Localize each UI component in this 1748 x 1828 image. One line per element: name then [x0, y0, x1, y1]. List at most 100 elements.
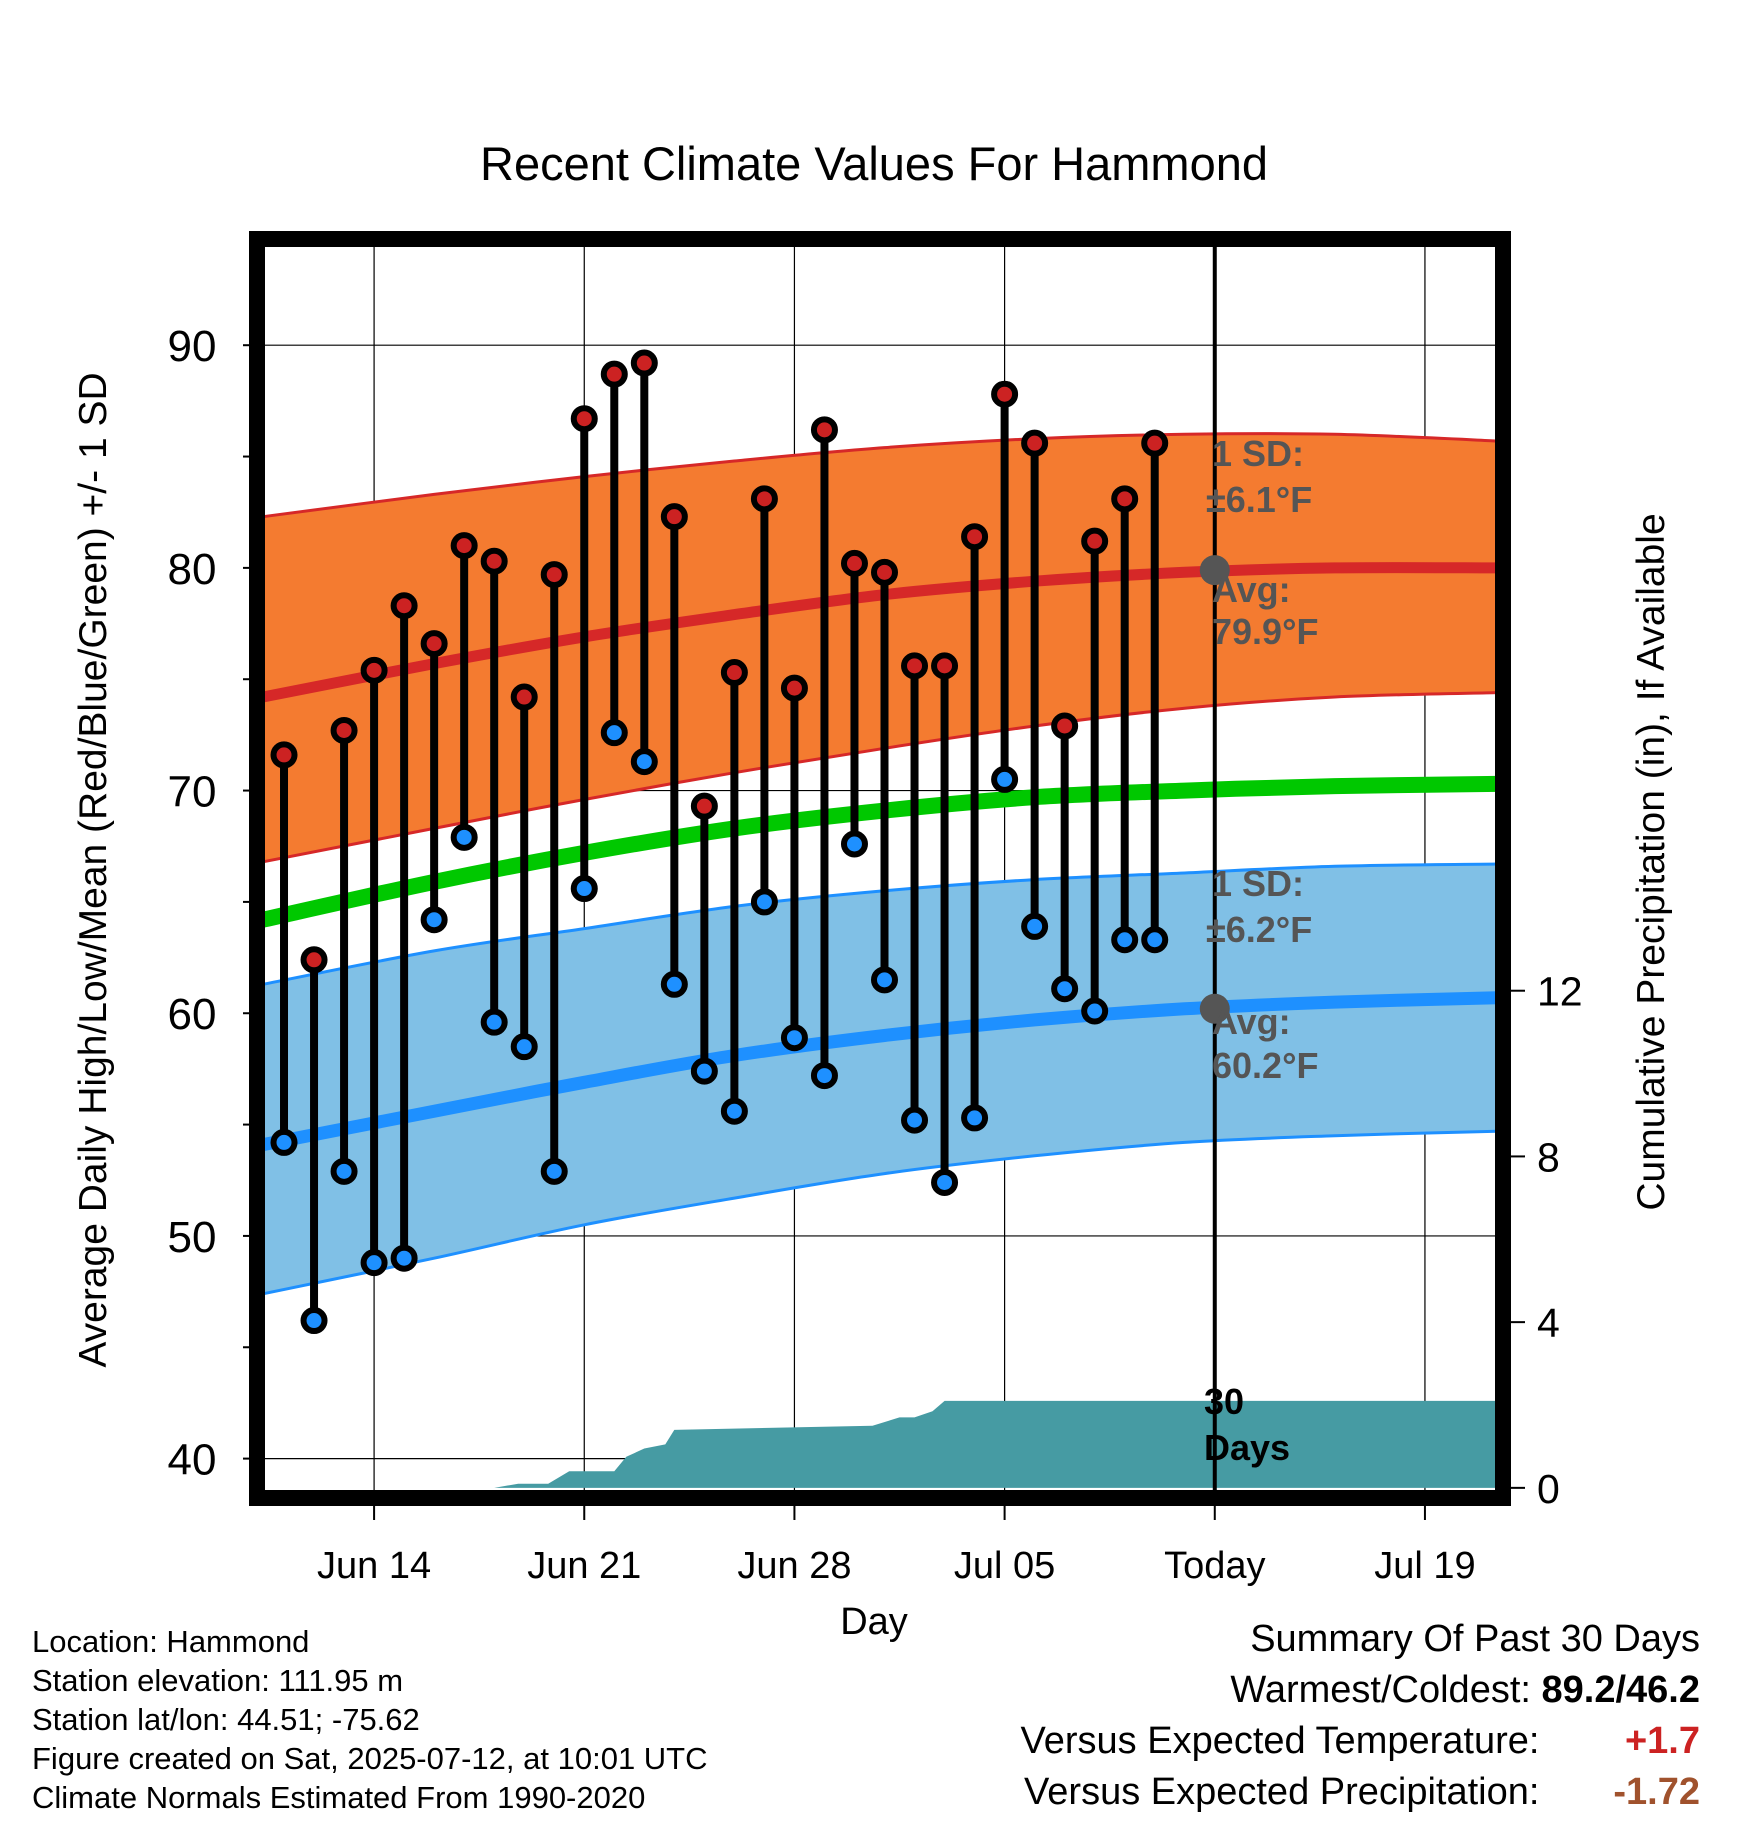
precip-tick-label: 0	[1537, 1466, 1560, 1512]
y-axis-label-left: Average Daily High/Low/Mean (Red/Blue/Gr…	[72, 372, 115, 1367]
high-temp-point	[660, 503, 688, 531]
normal-bands	[261, 432, 1498, 1296]
high-temp-point	[1141, 429, 1169, 457]
high-temp-point	[510, 683, 538, 711]
latlon-text: Station lat/lon: 44.51; -75.62	[32, 1702, 420, 1737]
high-temp-point	[1111, 485, 1139, 513]
low-temp-point	[901, 1106, 929, 1134]
observed-points	[270, 349, 1169, 1335]
x-tick-label: Jul 19	[1374, 1545, 1475, 1587]
high-temp-point	[871, 558, 899, 586]
low-temp-point	[510, 1033, 538, 1061]
y-tick-label: 40	[168, 1436, 217, 1485]
precip-tick-label: 4	[1537, 1300, 1560, 1346]
low-temp-point	[450, 823, 478, 851]
high-avg-value: 79.9°F	[1212, 611, 1318, 652]
summary-title: Summary Of Past 30 Days	[1250, 1618, 1700, 1660]
summary-warmest-coldest: Warmest/Coldest: 89.2/46.2	[1021, 1665, 1700, 1716]
precip-label-line2: Days	[1204, 1427, 1290, 1468]
station-info: Location: Hammond Station elevation: 111…	[32, 1622, 708, 1817]
low-temp-point	[420, 906, 448, 934]
precipitation-area	[263, 1400, 1497, 1488]
low-temp-point	[300, 1307, 328, 1335]
low-temp-point	[270, 1128, 298, 1156]
y-tick-label: 80	[168, 545, 217, 594]
low-temp-point	[1081, 997, 1109, 1025]
high-temp-point	[300, 946, 328, 974]
y-tick-label: 50	[168, 1213, 217, 1262]
summary-temperature: Versus Expected Temperature: +1.7	[1021, 1716, 1700, 1767]
high-temp-point	[961, 523, 989, 551]
high-temp-point	[270, 741, 298, 769]
x-axis-label: Day	[840, 1601, 908, 1643]
high-temp-point	[390, 592, 418, 620]
elevation-text: Station elevation: 111.95 m	[32, 1663, 404, 1698]
precip-label-line1: 30	[1204, 1381, 1244, 1422]
low-temp-point	[810, 1062, 838, 1090]
high-temp-point	[480, 547, 508, 575]
y-axis-label-right: Cumulative Precipitation (in), If Availa…	[1630, 513, 1673, 1210]
high-temp-point	[840, 549, 868, 577]
high-sd-upper-line	[262, 432, 1498, 519]
low-temp-point	[390, 1244, 418, 1272]
high-temp-point	[690, 792, 718, 820]
summary-precipitation: Versus Expected Precipitation: -1.72	[1021, 1767, 1700, 1818]
low-temp-point	[570, 875, 598, 903]
warmest-coldest-value: 89.2/46.2	[1541, 1669, 1700, 1711]
high-temp-point	[630, 349, 658, 377]
high-temp-point	[600, 360, 628, 388]
low-temp-point	[991, 765, 1019, 793]
precip-anomaly-value: -1.72	[1613, 1771, 1700, 1813]
low-temp-point	[871, 966, 899, 994]
warmest-coldest-label: Warmest/Coldest:	[1230, 1669, 1531, 1711]
low-avg-line	[261, 991, 1498, 1151]
high-temp-point	[1051, 712, 1079, 740]
low-temp-point	[780, 1024, 808, 1052]
high-temp-point	[570, 405, 598, 433]
low-temp-point	[330, 1157, 358, 1185]
temp-anomaly-label: Versus Expected Temperature:	[1020, 1720, 1540, 1762]
high-temp-point	[780, 674, 808, 702]
high-temp-point	[330, 716, 358, 744]
high-temp-point	[810, 416, 838, 444]
high-temp-point	[540, 561, 568, 589]
low-temp-point	[660, 970, 688, 998]
y-tick-label: 90	[168, 322, 217, 371]
precip-anomaly-label: Versus Expected Precipitation:	[1024, 1771, 1540, 1813]
normals-text: Climate Normals Estimated From 1990-2020	[32, 1780, 646, 1815]
high-temp-point	[991, 380, 1019, 408]
low-avg-today-marker	[1199, 993, 1230, 1024]
x-tick-label: Today	[1164, 1545, 1265, 1587]
low-temp-point	[961, 1104, 989, 1132]
low-sd-value: ±6.2°F	[1206, 909, 1312, 950]
low-temp-point	[1051, 975, 1079, 1003]
plot-border	[249, 231, 1511, 1506]
precip-tick-label: 8	[1537, 1134, 1560, 1180]
high-avg-label: Avg:	[1212, 569, 1291, 610]
low-sd-label: 1 SD:	[1212, 863, 1304, 904]
low-temp-point	[720, 1097, 748, 1125]
plot-frame	[249, 231, 1511, 1506]
low-temp-point	[931, 1168, 959, 1196]
high-sd-label: 1 SD:	[1212, 433, 1304, 474]
x-tick-label: Jun 28	[737, 1545, 851, 1587]
summary-panel: Summary Of Past 30 Days Warmest/Coldest:…	[1021, 1614, 1700, 1818]
precip-area	[263, 1400, 1497, 1488]
high-temp-point	[901, 652, 929, 680]
y-tick-label: 70	[168, 768, 217, 817]
location-text: Location: Hammond	[32, 1624, 310, 1659]
low-temp-point	[360, 1249, 388, 1277]
low-temp-point	[540, 1157, 568, 1185]
low-temp-point	[480, 1008, 508, 1036]
low-temp-point	[630, 748, 658, 776]
high-temp-point	[420, 630, 448, 658]
high-temp-point	[450, 532, 478, 560]
axes: 40 50 60 70 80 90 0 4 8 12 Jun 14 Jun 21 Jun 28 Jul 0…	[72, 137, 1673, 1643]
high-sd-band	[263, 433, 1497, 862]
y-tick-label: 60	[168, 990, 217, 1039]
low-temp-point	[750, 888, 778, 916]
high-temp-point	[750, 485, 778, 513]
precip-tick-label: 12	[1537, 969, 1583, 1015]
